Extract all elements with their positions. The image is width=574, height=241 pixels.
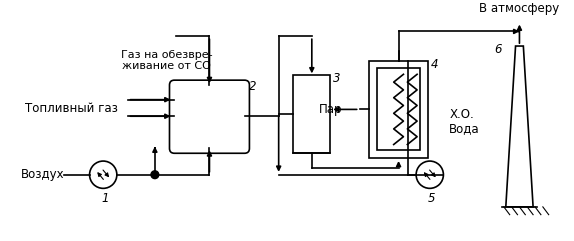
Text: Топливный газ: Топливный газ [25,102,118,115]
Text: Газ на обезвре-
живание от СО: Газ на обезвре- живание от СО [121,50,212,72]
Text: Пар: Пар [319,103,342,116]
Text: 4: 4 [430,58,438,71]
Circle shape [151,171,159,179]
Text: 6: 6 [494,43,502,56]
Bar [377,68,420,150]
Text: В атмосферу: В атмосферу [479,2,560,15]
Bar [369,61,428,158]
Text: 1: 1 [102,192,109,205]
Text: Вода: Вода [449,122,480,135]
Text: 3: 3 [333,72,341,85]
Text: 5: 5 [428,192,436,205]
Bar [293,75,331,153]
Text: Воздух: Воздух [21,168,64,181]
Text: Х.О.: Х.О. [449,108,474,121]
Text: 2: 2 [250,80,257,93]
